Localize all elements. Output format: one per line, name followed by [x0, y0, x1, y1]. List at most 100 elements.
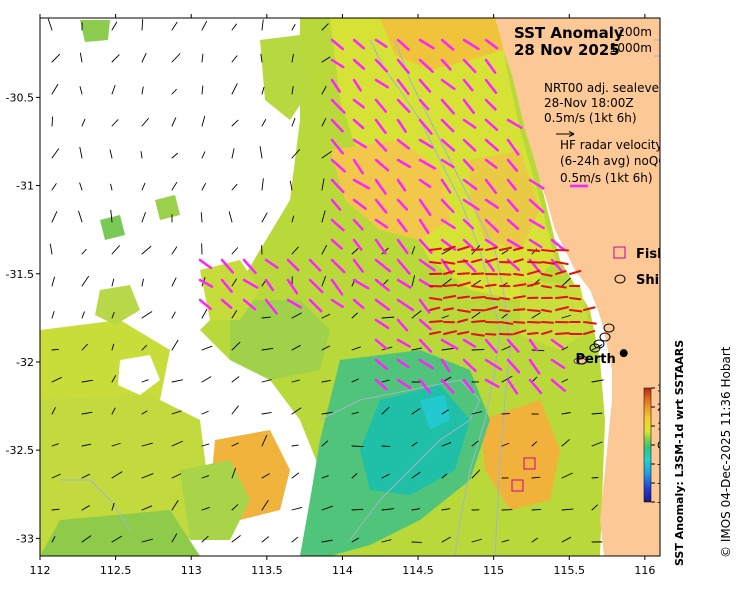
radar-arrow	[541, 330, 553, 335]
model-arrow	[440, 118, 455, 133]
radar-arrow	[569, 297, 582, 301]
radar-arrow	[485, 297, 500, 301]
model-arrow	[231, 278, 237, 287]
fishsoop-marker	[511, 479, 524, 492]
model-arrow	[261, 316, 271, 319]
model-arrow	[440, 338, 459, 350]
model-arrow	[286, 298, 302, 309]
model-arrow	[462, 358, 477, 373]
radar-arrow	[541, 309, 553, 313]
model-arrow	[321, 118, 327, 127]
model-arrow	[201, 345, 213, 351]
model-arrow	[201, 507, 210, 511]
colorbar	[643, 387, 652, 503]
model-arrow	[506, 198, 519, 213]
model-arrow	[506, 238, 523, 249]
radar-arrow	[527, 269, 541, 275]
model-arrow	[381, 473, 390, 479]
model-arrow	[264, 298, 278, 315]
model-arrow	[264, 278, 275, 292]
radar-arrow	[429, 247, 443, 251]
model-arrow	[484, 118, 499, 131]
y-tick-label: -30.5	[6, 91, 34, 104]
model-arrow	[374, 38, 388, 48]
ship-marker	[603, 323, 615, 333]
radar-arrow	[485, 305, 499, 311]
model-arrow	[396, 358, 410, 369]
model-arrow	[201, 183, 206, 191]
radar-arrow	[499, 309, 511, 313]
model-arrow	[261, 212, 268, 223]
model-arrow	[291, 215, 295, 223]
model-arrow	[140, 151, 143, 159]
model-arrow	[291, 536, 299, 543]
y-tick-label: -32.5	[6, 444, 34, 457]
model-arrow	[352, 38, 366, 50]
radar-arrow	[471, 319, 486, 323]
model-arrow	[396, 298, 415, 312]
model-arrow	[291, 149, 301, 159]
model-arrow	[471, 469, 481, 479]
model-arrow	[352, 158, 364, 175]
model-arrow	[396, 158, 412, 169]
model-legend-line3: 0.5m/s (1kt 6h)	[544, 111, 637, 125]
radar-arrow	[457, 245, 470, 251]
model-arrow	[51, 536, 56, 543]
x-tick-label: 115.5	[554, 564, 586, 577]
radar-arrow	[457, 281, 471, 287]
model-arrow	[261, 434, 268, 447]
radar-arrow	[555, 306, 570, 311]
model-arrow	[330, 218, 345, 232]
model-arrow	[462, 198, 480, 211]
model-arrow	[561, 412, 571, 415]
model-arrow	[51, 473, 61, 479]
model-arrow	[561, 378, 568, 383]
model-arrow	[321, 86, 327, 95]
model-arrow	[201, 475, 210, 479]
model-arrow	[352, 198, 367, 210]
model-arrow	[396, 258, 411, 275]
radar-legend-line2: (6-24h avg) noQC	[560, 154, 667, 168]
model-arrow	[111, 502, 115, 511]
model-arrow	[321, 475, 329, 479]
ship-marker	[599, 332, 611, 342]
model-arrow	[352, 78, 362, 92]
model-arrow	[591, 477, 599, 479]
model-arrow	[321, 23, 329, 31]
radar-arrow	[443, 295, 457, 299]
model-arrow	[484, 218, 500, 234]
model-arrow	[531, 476, 541, 479]
model-arrow	[171, 21, 178, 31]
model-arrow	[81, 118, 86, 127]
model-arrow	[111, 471, 123, 479]
model-arrow	[351, 537, 359, 543]
model-arrow	[259, 146, 263, 159]
radar-arrow	[527, 261, 542, 264]
model-arrow	[374, 178, 387, 195]
radar-arrow	[499, 321, 514, 325]
radar-arrow	[429, 330, 442, 335]
model-arrow	[111, 54, 120, 63]
model-arrow	[321, 505, 333, 511]
model-arrow	[396, 118, 407, 133]
fishsoop-legend-symbol	[613, 246, 626, 259]
model-arrow	[330, 118, 344, 133]
model-arrow	[440, 378, 455, 394]
model-arrow	[396, 58, 410, 75]
model-arrow	[374, 298, 391, 311]
model-arrow	[291, 85, 294, 95]
radar-arrow	[541, 261, 556, 265]
model-arrow	[141, 410, 148, 415]
model-arrow	[330, 38, 345, 51]
model-arrow	[418, 38, 435, 50]
model-arrow	[374, 158, 390, 172]
model-arrow	[381, 379, 390, 383]
radar-arrow	[583, 321, 597, 325]
model-arrow	[201, 443, 210, 447]
model-arrow	[141, 278, 144, 287]
model-arrow	[501, 539, 510, 543]
model-arrow	[441, 473, 448, 479]
model-arrow	[484, 358, 503, 371]
model-arrow	[198, 298, 213, 311]
model-arrow	[201, 410, 209, 415]
